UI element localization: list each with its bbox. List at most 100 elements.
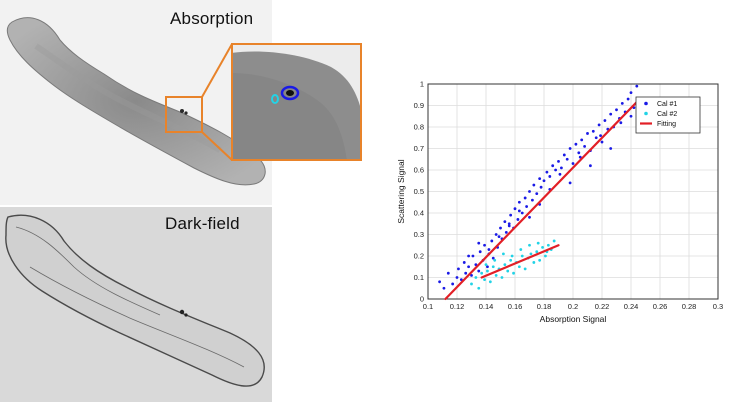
data-point <box>503 263 507 266</box>
absorption-label: Absorption <box>170 9 254 28</box>
data-point <box>557 160 560 163</box>
data-point <box>609 147 613 150</box>
data-point <box>503 220 507 224</box>
data-point <box>438 280 441 284</box>
data-point <box>513 207 517 211</box>
y-tick-label: 0.4 <box>414 209 424 218</box>
x-tick-label: 0.28 <box>682 302 697 311</box>
data-point <box>455 276 459 279</box>
y-tick-label: 0.6 <box>414 166 424 175</box>
data-point <box>571 162 575 165</box>
data-point <box>603 119 607 122</box>
data-point <box>493 258 497 262</box>
data-point <box>517 200 521 204</box>
x-tick-label: 0.12 <box>450 302 465 311</box>
data-point <box>451 282 455 286</box>
data-point <box>538 177 542 180</box>
x-tick-label: 0.16 <box>508 302 523 311</box>
data-point <box>552 239 556 243</box>
y-tick-label: 0.8 <box>414 123 424 132</box>
data-point <box>568 181 572 185</box>
data-point <box>589 164 592 168</box>
data-point <box>535 192 539 196</box>
data-point <box>457 267 460 271</box>
data-point <box>520 211 524 215</box>
x-tick-label: 0.26 <box>653 302 668 311</box>
data-point <box>520 254 524 258</box>
y-tick-label: 0.9 <box>414 101 424 110</box>
legend-marker <box>644 111 648 116</box>
data-point <box>446 271 450 275</box>
data-point <box>580 138 584 142</box>
data-point <box>619 121 623 125</box>
data-point <box>545 170 549 174</box>
data-point <box>490 239 494 243</box>
chart-legend: Cal #1 Cal #2 Fitting <box>635 96 701 134</box>
x-tick-label: 0.24 <box>624 302 639 311</box>
data-point <box>486 269 489 273</box>
data-point <box>471 254 475 258</box>
darkfield-image <box>0 207 272 402</box>
data-point <box>502 252 505 256</box>
absorption-image <box>0 0 272 205</box>
plot-area-frame <box>427 83 719 300</box>
data-point <box>591 129 595 133</box>
data-point <box>560 166 563 170</box>
data-point <box>491 265 495 269</box>
legend-marker <box>644 101 648 106</box>
x-tick-label: 0.2 <box>568 302 578 311</box>
data-point <box>529 252 533 256</box>
data-point <box>517 265 521 269</box>
data-point <box>577 151 581 155</box>
data-point <box>494 233 498 236</box>
data-point <box>516 218 520 221</box>
data-point <box>497 235 501 239</box>
data-points <box>438 84 639 290</box>
y-axis-ticks: 0 0.1 0.2 0.3 0.4 0.5 0.6 0.7 0.8 0.9 1 <box>414 80 424 304</box>
x-tick-label: 0.22 <box>595 302 610 311</box>
scatter-chart: 0.1 0.12 0.14 0.16 0.18 0.2 0.22 0.24 0.26 0.28 0.… <box>396 80 723 325</box>
data-point <box>528 190 531 193</box>
x-tick-label: 0.1 <box>423 302 433 311</box>
data-point <box>544 254 547 258</box>
y-tick-label: 0.7 <box>414 144 424 153</box>
data-point <box>507 224 511 228</box>
data-point <box>586 132 589 135</box>
y-tick-label: 0 <box>420 295 424 304</box>
data-point <box>548 175 552 178</box>
data-point <box>477 241 481 245</box>
data-point <box>532 261 536 264</box>
data-point <box>467 254 470 258</box>
y-tick-label: 0.3 <box>414 230 424 239</box>
data-point <box>532 183 536 187</box>
data-point <box>538 258 542 262</box>
data-point <box>462 261 466 264</box>
legend-label: Cal #1 <box>657 101 677 108</box>
data-point <box>620 101 624 105</box>
data-point <box>635 84 639 88</box>
data-point <box>565 157 569 161</box>
fit-line <box>480 244 560 279</box>
data-point <box>551 164 555 168</box>
fit-lines <box>444 97 641 301</box>
data-point <box>470 282 473 286</box>
data-point <box>519 248 523 251</box>
data-point <box>470 273 473 277</box>
data-point <box>507 222 511 226</box>
data-point <box>504 230 508 234</box>
data-point <box>480 271 484 275</box>
data-point <box>574 142 578 146</box>
y-tick-label: 0.1 <box>414 273 424 282</box>
data-point <box>535 250 539 254</box>
data-point <box>558 172 562 176</box>
data-point <box>474 276 478 279</box>
data-point <box>597 123 601 127</box>
x-axis-ticks: 0.1 0.12 0.14 0.16 0.18 0.2 0.22 0.24 0.26 0.28 0.… <box>423 302 723 311</box>
data-point <box>554 168 557 172</box>
data-point <box>531 198 534 202</box>
x-tick-label: 0.18 <box>537 302 552 311</box>
data-point <box>583 144 586 148</box>
data-point <box>525 205 528 208</box>
data-point <box>528 243 531 247</box>
x-tick-label: 0.14 <box>479 302 494 311</box>
